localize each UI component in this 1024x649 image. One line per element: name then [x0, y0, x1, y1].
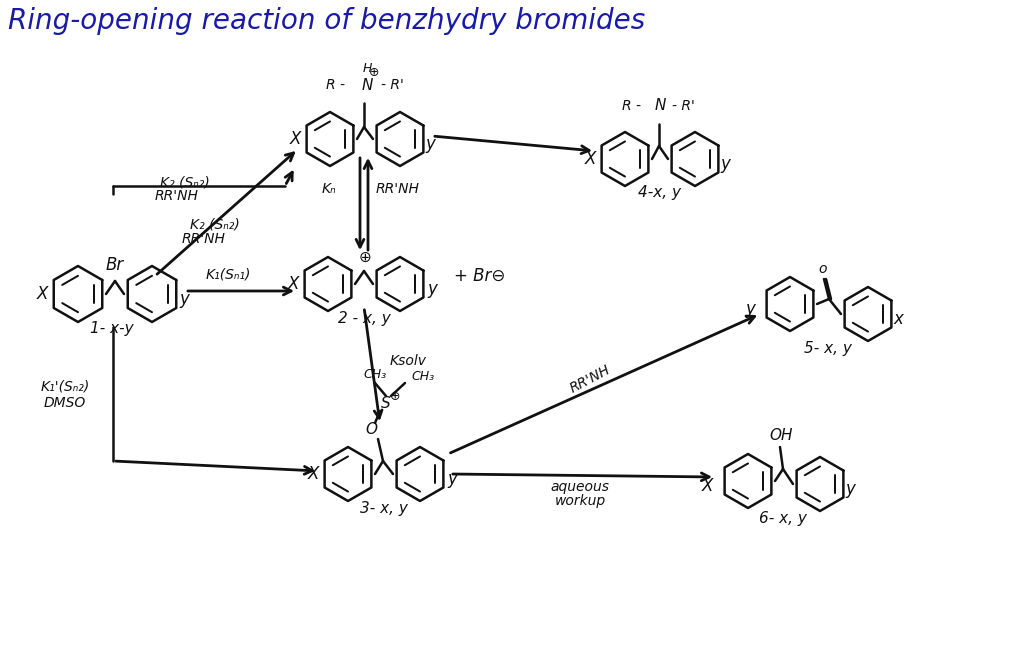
Text: x: x	[893, 310, 903, 328]
Text: ⊕: ⊕	[390, 391, 400, 404]
Text: 2 - x, y: 2 - x, y	[338, 312, 390, 326]
Text: X: X	[701, 477, 713, 495]
Text: R -: R -	[327, 78, 345, 92]
Text: N: N	[361, 77, 373, 93]
Text: Br: Br	[105, 256, 124, 274]
Text: Kₙ: Kₙ	[322, 182, 336, 196]
Text: y: y	[447, 470, 457, 488]
Text: 4-x, y: 4-x, y	[638, 186, 681, 201]
Text: Ring-opening reaction of benzhydry bromides: Ring-opening reaction of benzhydry bromi…	[8, 7, 645, 35]
Text: X: X	[290, 130, 301, 148]
Text: o: o	[819, 262, 827, 276]
Text: RR'NH: RR'NH	[182, 232, 226, 246]
Text: RR'NH: RR'NH	[155, 189, 199, 203]
Text: y: y	[720, 155, 730, 173]
Text: 1- x-y: 1- x-y	[90, 321, 134, 336]
Text: X: X	[585, 150, 596, 168]
Text: K₂ (Sₙ₂): K₂ (Sₙ₂)	[160, 175, 210, 189]
Text: y: y	[427, 280, 437, 298]
Text: N: N	[654, 99, 666, 114]
Text: y: y	[179, 290, 189, 308]
Text: RR'NH: RR'NH	[567, 363, 612, 395]
Text: X: X	[288, 275, 299, 293]
Text: ⊕: ⊕	[358, 249, 372, 265]
Text: O: O	[365, 421, 377, 437]
Text: X: X	[36, 285, 48, 303]
Text: CH₃: CH₃	[364, 369, 387, 382]
Text: X: X	[307, 465, 318, 483]
Text: Ksolv: Ksolv	[390, 354, 427, 368]
Text: ⊕: ⊕	[369, 66, 379, 79]
Text: DMSO: DMSO	[44, 396, 86, 410]
Text: y: y	[845, 480, 855, 498]
Text: - R': - R'	[672, 99, 694, 113]
Text: OH: OH	[769, 428, 793, 443]
Text: RR'NH: RR'NH	[376, 182, 420, 196]
Text: 3- x, y: 3- x, y	[360, 502, 408, 517]
Text: - R': - R'	[381, 78, 403, 92]
Text: 6- x, y: 6- x, y	[759, 511, 807, 526]
Text: R -: R -	[622, 99, 640, 113]
Text: K₁(Sₙ₁): K₁(Sₙ₁)	[206, 268, 251, 282]
Text: aqueous: aqueous	[551, 480, 609, 494]
Text: 5- x, y: 5- x, y	[804, 341, 852, 356]
Text: K₁'(Sₙ₂): K₁'(Sₙ₂)	[40, 380, 90, 394]
Text: y: y	[745, 300, 755, 318]
Text: workup: workup	[554, 494, 605, 508]
Text: + Br⊖: + Br⊖	[455, 267, 506, 285]
Text: K₂ (Sₙ₂): K₂ (Sₙ₂)	[190, 217, 240, 231]
Text: CH₃: CH₃	[411, 371, 434, 384]
Text: y: y	[425, 135, 435, 153]
Text: S: S	[381, 395, 391, 411]
Text: H: H	[362, 62, 372, 75]
